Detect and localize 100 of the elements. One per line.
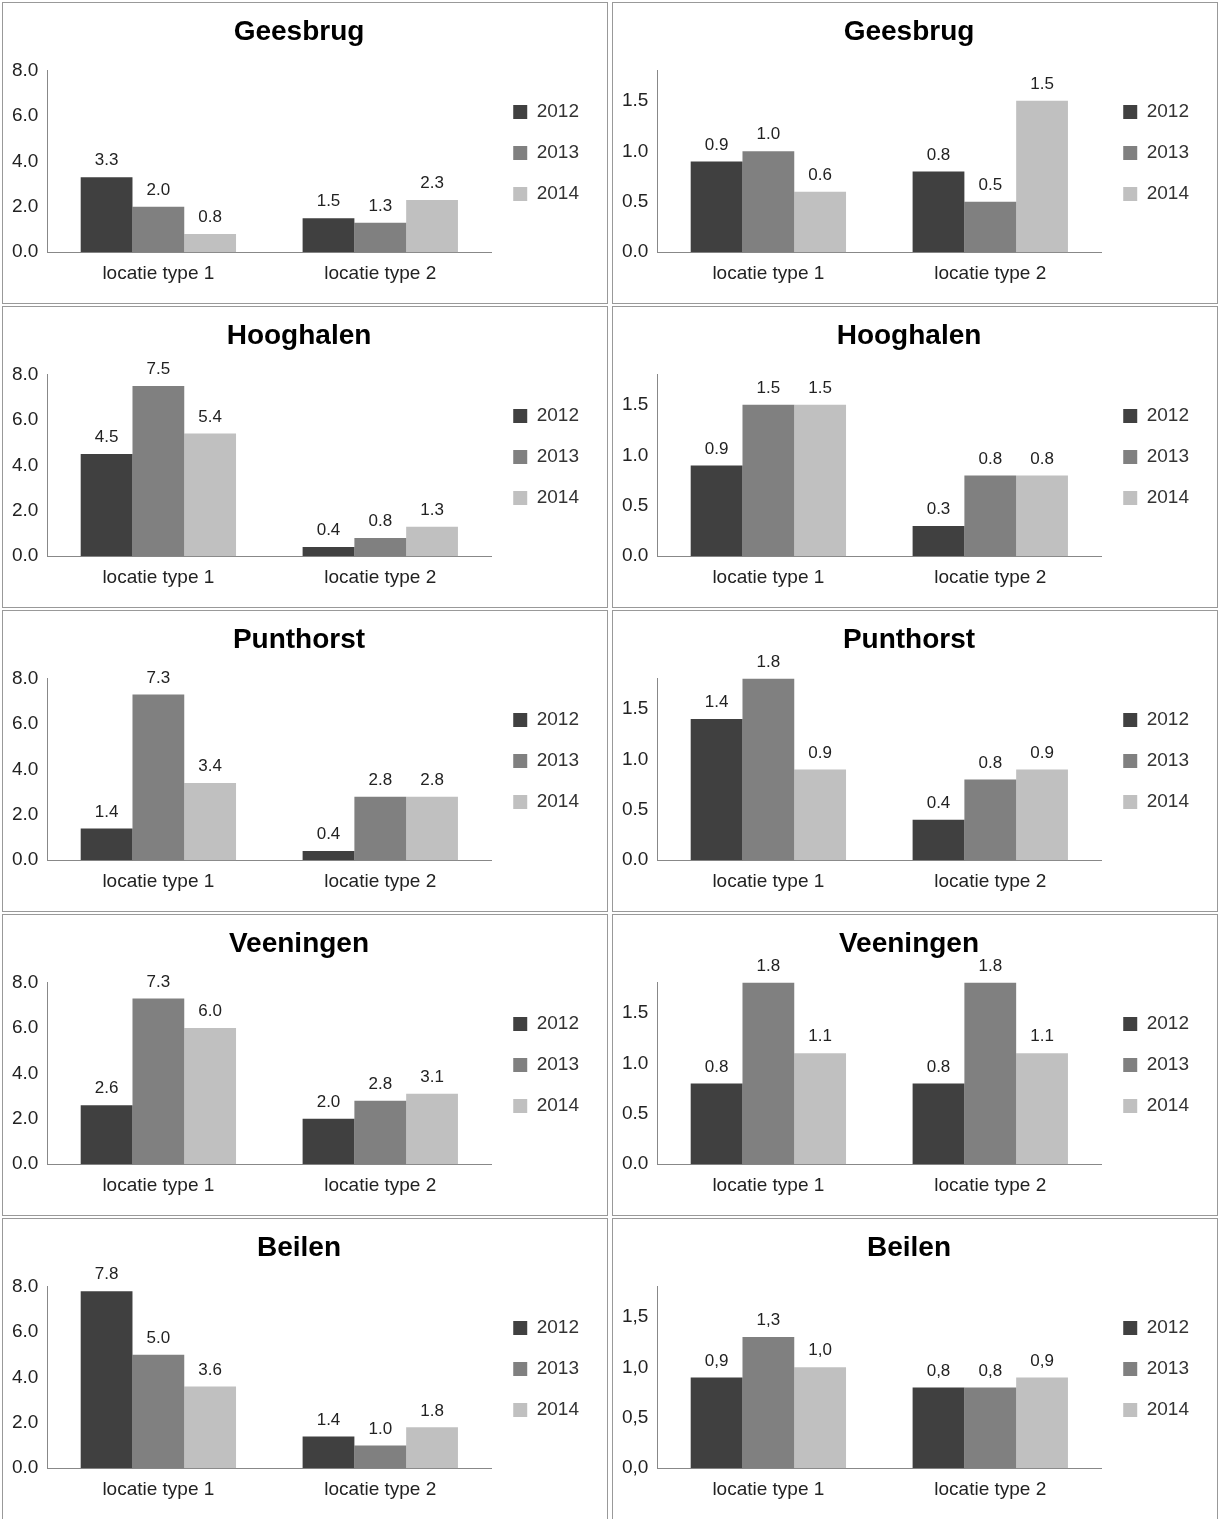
bar (406, 1427, 458, 1469)
data-label: 0.8 (704, 1056, 729, 1076)
bar (80, 454, 133, 557)
chart-title: Hooghalen (226, 318, 372, 350)
data-label: 1.5 (316, 191, 341, 211)
bar (302, 547, 355, 557)
data-label: 0.4 (926, 793, 951, 813)
data-label: 2.0 (146, 179, 171, 199)
legend-label: 2013 (536, 1357, 580, 1379)
data-label: 3.6 (198, 1359, 222, 1379)
bar (406, 199, 458, 253)
data-label: 0.4 (316, 520, 341, 540)
data-label: 0.8 (198, 207, 222, 227)
bar (690, 465, 743, 557)
data-label: 2.8 (368, 769, 393, 789)
data-label: 7.3 (146, 971, 171, 991)
y-tick-label: 0.0 (621, 544, 649, 566)
legend-label: 2012 (536, 404, 580, 426)
bar (1016, 1053, 1068, 1165)
data-label: 0.8 (368, 511, 393, 531)
legend-label: 2014 (1146, 790, 1190, 812)
data-label: 1.0 (368, 1418, 393, 1438)
x-tick-label: locatie type 1 (102, 1173, 215, 1195)
legend-label: 2014 (536, 486, 580, 508)
y-tick-label: 4.0 (11, 1061, 39, 1083)
data-label: 1,3 (756, 1310, 781, 1330)
x-tick-label: locatie type 2 (934, 1173, 1047, 1195)
data-label: 1.3 (368, 195, 393, 215)
data-label: 3.4 (198, 756, 222, 776)
bar (80, 177, 133, 253)
y-tick-label: 1.5 (621, 697, 649, 719)
x-tick-label: locatie type 2 (934, 869, 1047, 891)
legend-label: 2012 (1146, 404, 1190, 426)
bar (302, 218, 355, 253)
bar (794, 1053, 847, 1165)
legend-label: 2012 (536, 100, 580, 122)
data-label: 0.6 (808, 164, 832, 184)
x-tick-label: locatie type 2 (324, 565, 437, 587)
y-tick-label: 0.0 (11, 1456, 39, 1478)
bar (1016, 1377, 1068, 1469)
y-tick-label: 1.0 (621, 1051, 649, 1073)
data-label: 0.9 (704, 438, 729, 458)
y-tick-label: 0,5 (621, 1405, 649, 1427)
legend-label: 2012 (1146, 708, 1190, 730)
y-tick-label: 6.0 (11, 104, 39, 126)
data-label: 4.5 (94, 427, 119, 447)
y-tick-label: 0.0 (11, 544, 39, 566)
bar (794, 404, 847, 557)
bar (184, 433, 237, 557)
legend-label: 2013 (1146, 1053, 1190, 1075)
legend-label: 2013 (1146, 141, 1190, 163)
bar (184, 1386, 237, 1469)
bar (302, 1436, 355, 1469)
legend-label: 2014 (536, 1398, 580, 1420)
data-label: 1.5 (1030, 74, 1054, 94)
y-tick-label: 0.5 (621, 1101, 649, 1123)
chart-title: Veeningen (228, 926, 370, 958)
chart-title: Beilen (256, 1230, 342, 1262)
bar (690, 161, 743, 253)
data-label: 5.4 (198, 406, 222, 426)
data-label: 7.5 (146, 359, 171, 379)
bar (794, 769, 847, 861)
bar (1016, 100, 1068, 253)
x-tick-label: locatie type 1 (712, 1477, 825, 1499)
x-tick-label: locatie type 2 (934, 1477, 1047, 1499)
y-tick-label: 6.0 (11, 712, 39, 734)
chart-title: Geesbrug (233, 14, 365, 46)
y-tick-label: 0.0 (621, 1152, 649, 1174)
data-label: 1.4 (704, 692, 729, 712)
y-tick-label: 2.0 (11, 195, 39, 217)
bar (406, 1093, 458, 1165)
data-label: 7.8 (94, 1264, 119, 1284)
bar (690, 1377, 743, 1469)
y-tick-label: 0.0 (11, 240, 39, 262)
y-tick-label: 2.0 (11, 1411, 39, 1433)
legend-label: 2014 (536, 182, 580, 204)
bar (80, 828, 133, 861)
legend-label: 2013 (536, 1053, 580, 1075)
legend-label: 2012 (1146, 1012, 1190, 1034)
x-tick-label: locatie type 2 (324, 261, 437, 283)
x-tick-label: locatie type 1 (102, 565, 215, 587)
y-tick-label: 0.5 (621, 797, 649, 819)
data-label: 0.4 (316, 824, 341, 844)
data-label: 1,0 (808, 1340, 832, 1360)
y-tick-label: 2.0 (11, 803, 39, 825)
chart-title: Geesbrug (843, 14, 975, 46)
y-tick-label: 1.5 (621, 393, 649, 415)
y-tick-label: 6.0 (11, 1016, 39, 1038)
chart-title: Beilen (866, 1230, 952, 1262)
y-tick-label: 8.0 (11, 970, 39, 992)
data-label: 2.8 (368, 1073, 393, 1093)
data-label: 1.8 (756, 651, 781, 671)
x-tick-label: locatie type 1 (712, 261, 825, 283)
bar (184, 1028, 237, 1165)
data-label: 0.3 (926, 499, 951, 519)
y-tick-label: 6.0 (11, 1320, 39, 1342)
data-label: 0.9 (704, 134, 729, 154)
data-label: 0.8 (926, 144, 951, 164)
bar (80, 1105, 133, 1165)
y-tick-label: 1,0 (621, 1355, 649, 1377)
